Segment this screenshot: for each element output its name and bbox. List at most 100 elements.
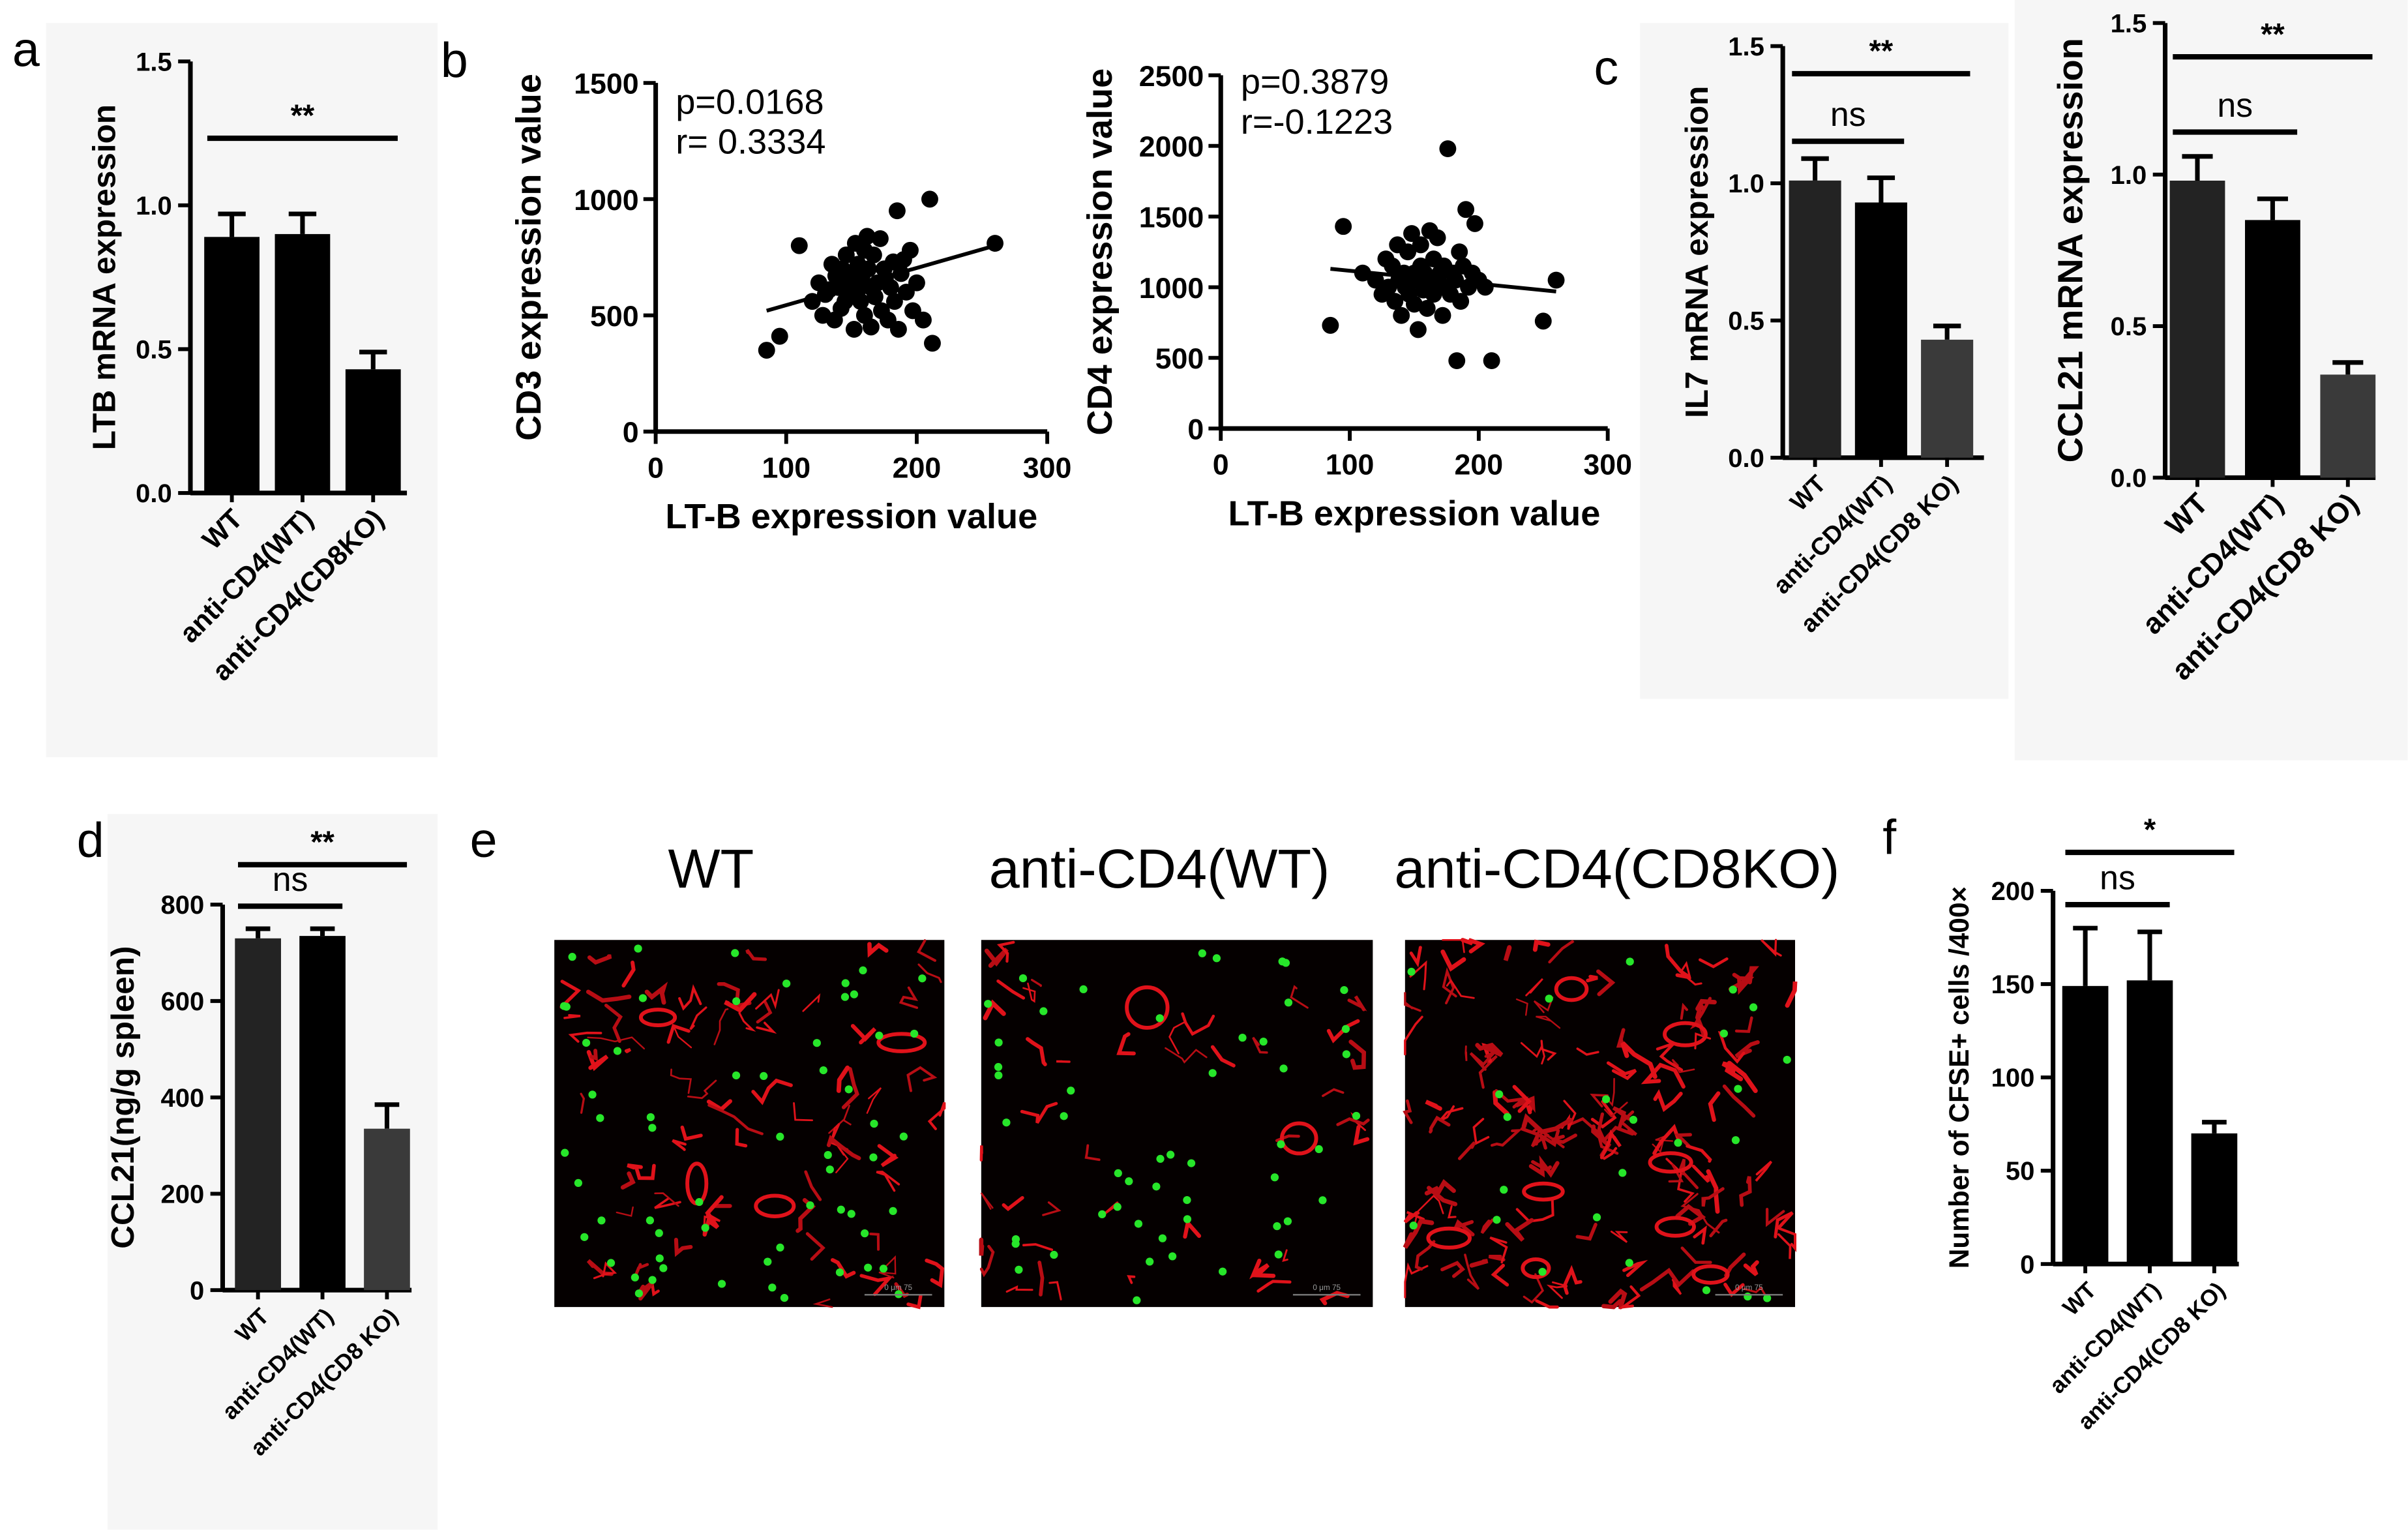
red-vessel [707,1103,764,1135]
green-cell [864,1263,872,1272]
red-vessel [1404,1262,1429,1298]
green-cell [1283,1217,1292,1225]
micrograph-title-wt: WT [668,837,754,899]
red-vessel [1619,1110,1637,1136]
green-cell [1152,1182,1161,1191]
red-vessel [793,1102,813,1122]
data-point [908,274,925,292]
data-point [865,246,882,263]
green-cell [1278,957,1286,966]
red-vessel [1472,1118,1490,1145]
green-cell [1674,1139,1682,1147]
red-vessel [1530,1126,1550,1148]
micrograph-title-anti-cd4-cd8ko: anti-CD4(CD8KO) [1394,837,1839,899]
green-cell [918,974,927,983]
red-vessel [1656,1042,1684,1072]
red-vessel [1404,1015,1423,1056]
red-vessel [633,1263,649,1278]
red-vessel-ring [1125,985,1170,1030]
significance-label: ns [1830,95,1866,133]
data-point [1367,271,1384,289]
red-vessel-ring [1648,1151,1693,1174]
red-vessel [1755,1160,1773,1182]
red-vessel-ring [638,1008,677,1028]
red-vessel [836,1065,850,1093]
red-vessel [1353,1125,1370,1146]
red-vessel [674,1028,692,1049]
red-vessel [1562,1265,1583,1295]
green-cell [869,1153,878,1162]
green-cell [780,1293,789,1302]
red-vessel [666,1023,691,1044]
green-cell [764,1257,772,1266]
red-vessel [1403,1099,1413,1124]
red-vessel [1446,978,1475,999]
data-point [859,260,877,278]
red-vessel [1469,1259,1489,1268]
red-vessel [1597,1112,1635,1144]
green-cell [870,1119,878,1128]
red-vessel [1322,1088,1345,1098]
micrograph-2: 0 μm 75 [979,940,1373,1308]
red-vessel [1020,1102,1058,1124]
green-cell [1340,985,1348,995]
y-axis-label: IL7 mRNA expression [1679,86,1715,418]
red-vessel [1739,1176,1752,1207]
red-vessel [1515,1197,1554,1223]
green-cell [1407,967,1416,976]
x-tick-label: 0 [1213,449,1229,481]
data-point [892,265,910,282]
red-vessel [906,1294,923,1310]
red-vessel [1603,1102,1628,1118]
green-cell [1729,985,1737,994]
red-vessel [917,939,936,962]
red-vessel [751,1078,793,1105]
red-vessel [1447,1205,1457,1219]
green-cell [1050,1250,1058,1259]
green-cell [776,1243,784,1252]
y-tick-label: 0.5 [136,336,172,365]
y-tick-label: 0 [190,1276,204,1305]
green-cell [1352,1111,1361,1120]
data-point [758,342,775,359]
red-vessel [1165,1047,1208,1064]
green-cell [806,1201,814,1210]
red-vessel [1282,1249,1288,1263]
red-vessel [1526,1104,1533,1115]
green-cell [1158,1234,1167,1242]
red-vessel [568,1031,602,1043]
red-vessel [1491,1263,1509,1287]
y-tick-label: 800 [160,891,204,920]
green-cell [655,1254,664,1263]
red-vessel [1002,1195,1024,1212]
y-axis-label: CCL21 mRNA expression [2051,38,2090,462]
red-vessel [680,1125,703,1141]
red-vessel [1785,980,1798,1008]
panel-letter-f: f [1882,809,1897,864]
red-vessel [1168,1021,1185,1055]
red-vessel [1505,1218,1534,1242]
red-vessel [869,1233,880,1251]
chart-b-cd4-scatter: 0 500 1000 1500 2000 2500 0 100 200 300 LT-B expre… [1080,60,1632,533]
red-vessel [1596,969,1616,997]
red-vessel [1457,1141,1476,1160]
green-cell [1734,1085,1742,1093]
y-tick-label: 1.0 [2111,161,2147,190]
x-category-label: anti-CD4(WT) [2045,1278,2166,1399]
green-cell [561,1148,569,1157]
green-cell [732,1071,741,1080]
scale-bar-label: 0 μm 75 [1735,1283,1763,1292]
red-vessel [713,1008,729,1045]
significance-label: * [2144,812,2156,847]
y-tick-label: 0 [2020,1250,2034,1279]
red-vessel [1540,1040,1557,1061]
bar-1 [1789,180,1841,458]
red-vessel [876,1171,900,1192]
data-point [1451,243,1468,261]
red-vessel [1531,1160,1553,1173]
green-cell [994,1062,1003,1072]
stat-annotation: p=0.3879 [1241,63,1389,102]
green-cell [1208,1069,1217,1077]
red-vessel [1680,1193,1720,1234]
data-point [1354,264,1371,282]
